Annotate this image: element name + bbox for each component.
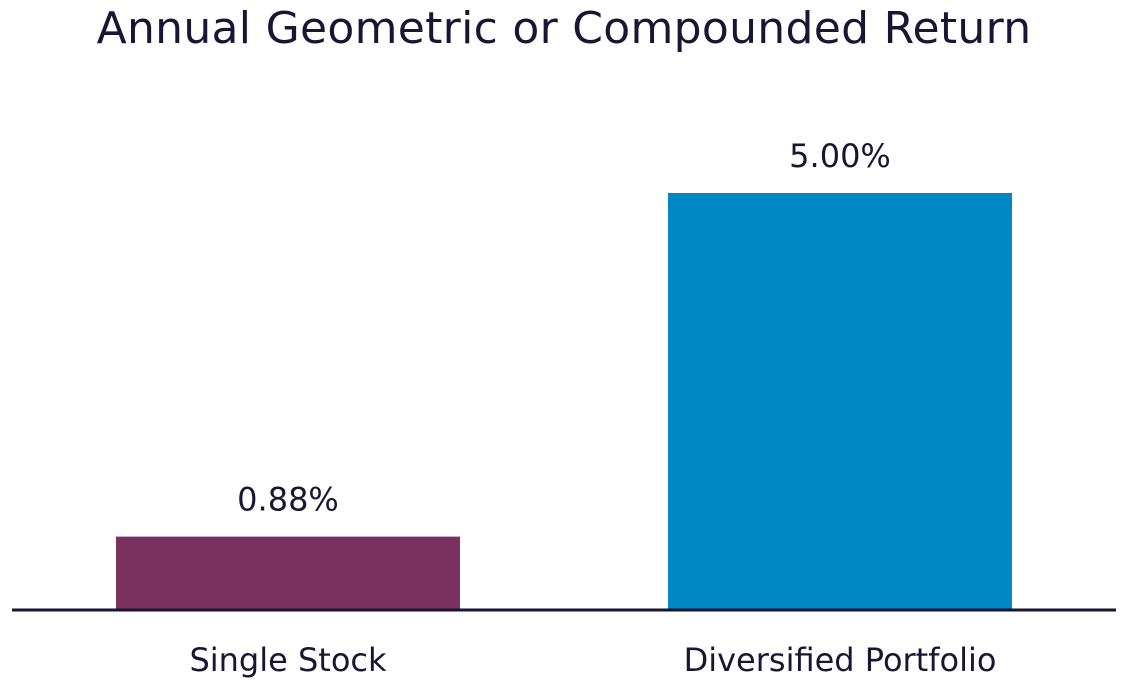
chart-title: Annual Geometric or Compounded Return [96, 3, 1032, 54]
category-labels-layer: Single Stock Diversified Portfolio [189, 641, 996, 679]
category-label: Diversified Portfolio [684, 641, 997, 679]
bars-layer [116, 193, 1012, 610]
bar-diversified-portfolio [668, 193, 1012, 610]
value-labels-layer: 0.88% 5.00% [237, 137, 891, 519]
bar-single-stock [116, 536, 460, 610]
value-label: 5.00% [789, 137, 891, 175]
value-label: 0.88% [237, 481, 339, 519]
category-label: Single Stock [189, 641, 387, 679]
